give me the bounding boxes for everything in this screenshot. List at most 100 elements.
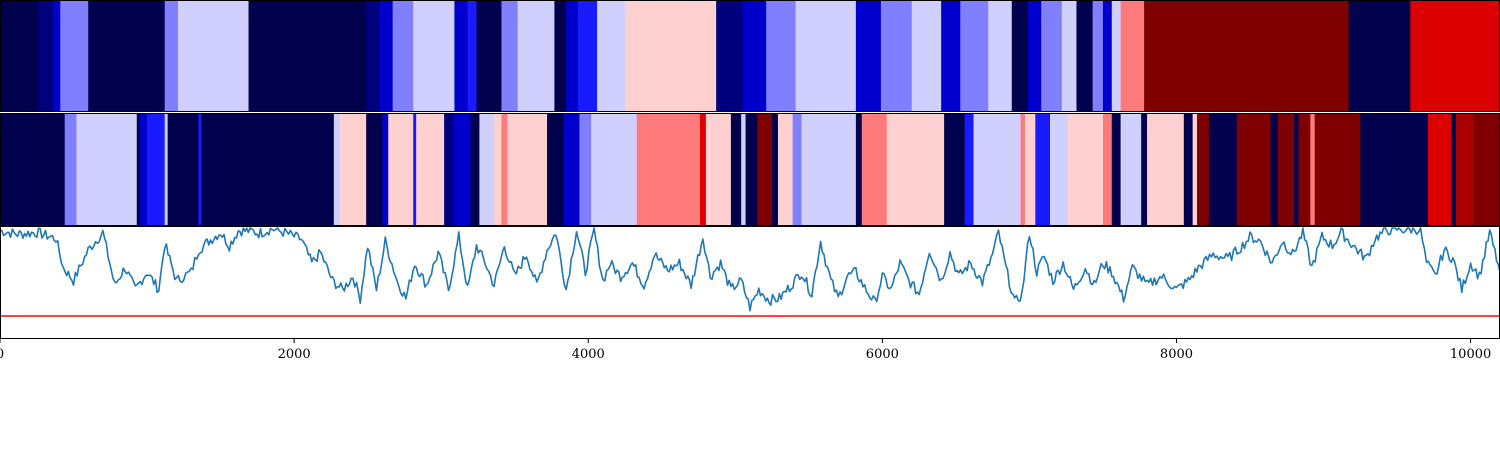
bottom-strip-segment-72 <box>1314 114 1361 225</box>
bottom-strip-segment-34 <box>730 114 742 225</box>
bottom-strip-segment-40 <box>792 114 802 225</box>
top-strip-segment-42 <box>1348 1 1411 111</box>
signal-panel-background <box>0 228 1500 338</box>
signal-line-0 <box>0 227 1500 312</box>
bottom-strip-segment-22 <box>479 114 495 225</box>
bottom-strip-segment-18 <box>416 114 445 225</box>
bottom-strip-segment-42 <box>855 114 863 225</box>
top-strip-segment-19 <box>577 1 598 111</box>
top-strip-segment-24 <box>766 1 796 111</box>
bottom-strip-segment-56 <box>1102 114 1113 225</box>
top-strip-segment-41 <box>1144 1 1349 111</box>
bottom-strip-segment-36 <box>745 114 758 225</box>
top-strip-segment-40 <box>1120 1 1145 111</box>
bottom-strip-segment-6 <box>164 114 169 225</box>
top-strip-segment-3 <box>60 1 89 111</box>
bottom-strip-segment-12 <box>339 114 344 225</box>
bottom-strip-segment-62 <box>1183 114 1194 225</box>
bottom-strip-segment-9 <box>198 114 202 225</box>
bottom-strip-segment-38 <box>772 114 779 225</box>
bottom-strip-segment-77 <box>1455 114 1474 225</box>
bottom-strip-segment-57 <box>1111 114 1121 225</box>
top-strip-segment-34 <box>1041 1 1063 111</box>
bottom-strip-segment-33 <box>705 114 732 225</box>
top-strip-segment-15 <box>501 1 519 111</box>
bottom-strip-segment-71 <box>1310 114 1316 225</box>
bottom-strip-segment-74 <box>1427 114 1433 225</box>
bottom-strip-segment-48 <box>973 114 1001 225</box>
bottom-strip-segment-2 <box>76 114 138 225</box>
x-axis: 0 2000 4000 6000 8000 10000 <box>0 338 1491 362</box>
bottom-strip-segment-13 <box>342 114 367 225</box>
top-strip-segment-27 <box>880 1 913 111</box>
bottom-strip-segment-37 <box>757 114 773 225</box>
top-strip-segment-7 <box>248 1 367 111</box>
bottom-strip-segment-29 <box>579 114 592 225</box>
top-strip-segment-30 <box>960 1 989 111</box>
top-strip-segment-32 <box>1011 1 1029 111</box>
bottom-strip-segment-4 <box>139 114 148 225</box>
bottom-strip-segment-19 <box>444 114 454 225</box>
top-strip-segment-9 <box>379 1 394 111</box>
x-tick-label-2: 4000 <box>572 347 605 362</box>
bottom-strip-segment-58 <box>1120 114 1142 225</box>
bottom-strip-segment-65 <box>1208 114 1238 225</box>
bottom-strip-segment-69 <box>1294 114 1299 225</box>
top-strip-segment-0 <box>0 1 39 111</box>
top-strip-segment-29 <box>941 1 961 111</box>
bottom-strip-segment-28 <box>563 114 580 225</box>
bottom-strip-segment-43 <box>861 114 888 225</box>
bottom-strip-segment-59 <box>1141 114 1148 225</box>
bottom-strip-segment-63 <box>1192 114 1198 225</box>
bottom-strip-segment-5 <box>147 114 166 225</box>
top-strip-segment-14 <box>476 1 502 111</box>
bottom-strip-segment-47 <box>964 114 974 225</box>
x-tick-label-3: 6000 <box>866 347 899 362</box>
bottom-strip-segment-32 <box>700 114 707 225</box>
signal-panel <box>0 227 1500 338</box>
state-strip-top <box>0 1 1500 111</box>
top-strip-segment-21 <box>625 1 717 111</box>
top-strip-segment-28 <box>911 1 942 111</box>
bottom-strip-segment-68 <box>1277 114 1295 225</box>
bottom-strip-segment-60 <box>1147 114 1166 225</box>
bottom-strip-segment-15 <box>382 114 389 225</box>
top-strip-segment-1 <box>38 1 54 111</box>
bottom-strip-segment-78 <box>1473 114 1500 225</box>
bottom-strip-segment-76 <box>1451 114 1457 225</box>
top-strip-segment-25 <box>795 1 857 111</box>
bottom-strip-segment-24 <box>501 114 508 225</box>
bottom-strip-segment-3 <box>136 114 141 225</box>
bottom-strip-segment-53 <box>1050 114 1069 225</box>
bottom-strip-segment-16 <box>388 114 414 225</box>
top-strip-segment-10 <box>392 1 414 111</box>
bottom-strip-segment-35 <box>741 114 746 225</box>
x-tick-label-0: 0 <box>0 347 4 362</box>
top-strip-segment-36 <box>1076 1 1094 111</box>
top-strip-segment-2 <box>52 1 61 111</box>
top-strip-segment-37 <box>1092 1 1104 111</box>
x-tick-label-5: 10000 <box>1450 347 1491 362</box>
top-strip-segment-5 <box>164 1 179 111</box>
top-strip-segment-39 <box>1111 1 1121 111</box>
bottom-strip-segment-17 <box>413 114 417 225</box>
bottom-strip-segment-44 <box>886 114 907 225</box>
top-strip-segment-6 <box>177 1 249 111</box>
bottom-strip-segment-1 <box>64 114 77 225</box>
bottom-strip-segment-64 <box>1197 114 1210 225</box>
bottom-strip-segment-25 <box>507 114 526 225</box>
top-strip-segment-12 <box>454 1 469 111</box>
bottom-strip-segment-14 <box>366 114 383 225</box>
bottom-strip-segment-45 <box>905 114 945 225</box>
top-strip-segment-35 <box>1061 1 1077 111</box>
bottom-strip-segment-55 <box>1088 114 1104 225</box>
bottom-strip-segment-49 <box>1000 114 1021 225</box>
state-strip-bottom <box>0 114 1500 225</box>
bottom-strip-segment-26 <box>525 114 548 225</box>
x-tick-label-1: 2000 <box>278 347 311 362</box>
top-strip-segment-31 <box>988 1 1013 111</box>
bottom-strip-segment-27 <box>547 114 564 225</box>
top-strip-segment-38 <box>1102 1 1113 111</box>
bottom-strip-segment-75 <box>1432 114 1452 225</box>
